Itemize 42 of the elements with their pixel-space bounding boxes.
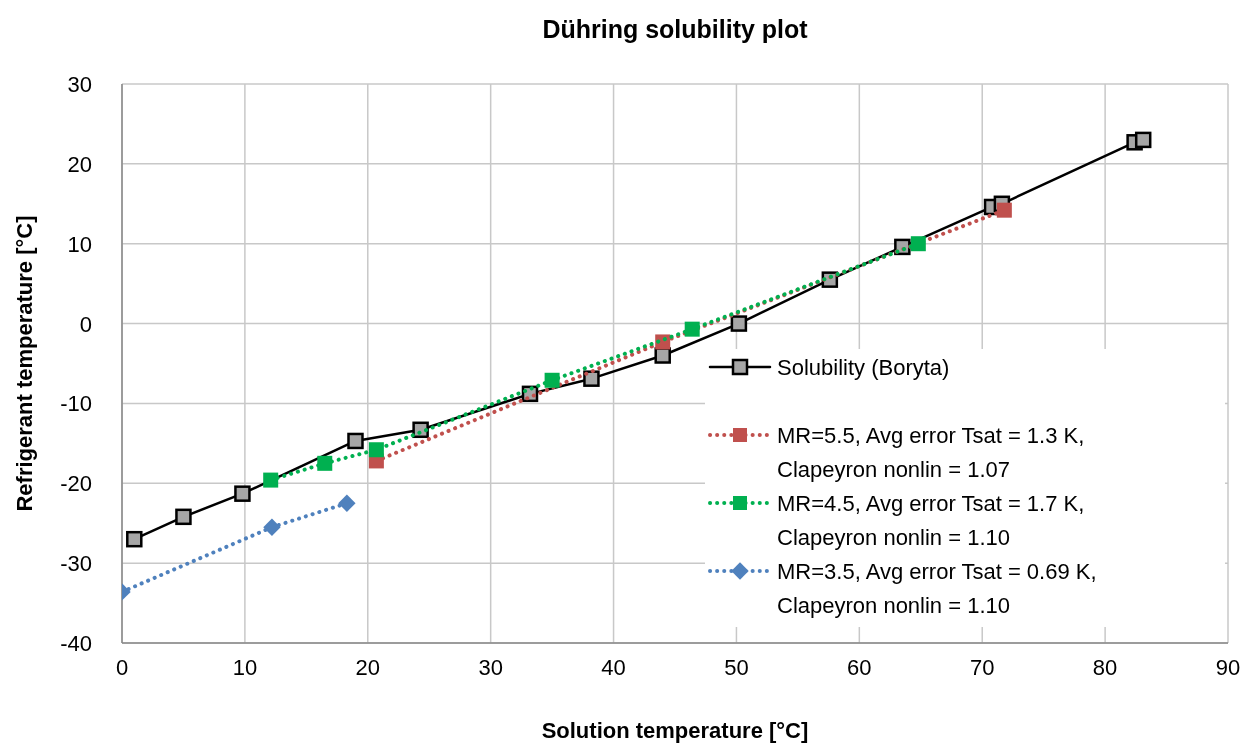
x-tick-label: 10 [232, 655, 258, 680]
point [338, 494, 356, 512]
y-tick-label: -40 [60, 631, 92, 656]
y-tick-label: -10 [60, 391, 92, 417]
x-tick-label: 60 [847, 655, 872, 680]
y-tick-label: 10 [67, 231, 92, 257]
point [368, 442, 384, 458]
point [654, 347, 671, 364]
point [996, 202, 1012, 218]
legend-label: MR=4.5, Avg error Tsat = 1.7 K, Clapeyron nonlin = 1.10 [777, 491, 1085, 550]
x-tick-label: 0 [115, 655, 129, 680]
point [234, 485, 251, 502]
legend-label: MR=3.5, Avg error Tsat = 0.69 K, Clapeyron nonlin = 1.10 [777, 559, 1097, 618]
point [544, 372, 560, 388]
point [263, 518, 281, 536]
legend-label: MR=5.5, Avg error Tsat = 1.3 K, Clapeyron nonlin = 1.07 [777, 423, 1085, 482]
x-tick-label: 30 [478, 655, 503, 680]
y-tick-label: 0 [79, 311, 92, 337]
x-tick-label: 90 [1215, 655, 1241, 680]
x-tick-label: 40 [601, 655, 626, 680]
point [175, 508, 192, 526]
legend-label: Solubility (Boryta) [777, 355, 950, 380]
point [126, 530, 143, 548]
x-tick-label: 20 [355, 655, 381, 680]
y-tick-label: -20 [60, 471, 92, 497]
y-tick-label: 20 [67, 151, 92, 177]
y-axis-title: Refrigerant temperature [°C] [12, 215, 37, 512]
x-tick-label: 70 [969, 655, 995, 680]
x-axis-title: Solution temperature [°C] [541, 718, 809, 743]
point [347, 432, 364, 450]
y-tick-label: -30 [60, 551, 92, 577]
point [730, 315, 748, 332]
point [910, 236, 926, 252]
point [583, 370, 600, 387]
x-tick-label: 50 [724, 655, 749, 680]
y-tick-label: 30 [67, 72, 92, 97]
point [263, 472, 279, 488]
point [684, 321, 700, 337]
x-tick-label: 80 [1092, 655, 1118, 680]
chart-title: Dühring solubility plot [542, 15, 809, 43]
point [317, 455, 333, 471]
point [1134, 131, 1152, 149]
